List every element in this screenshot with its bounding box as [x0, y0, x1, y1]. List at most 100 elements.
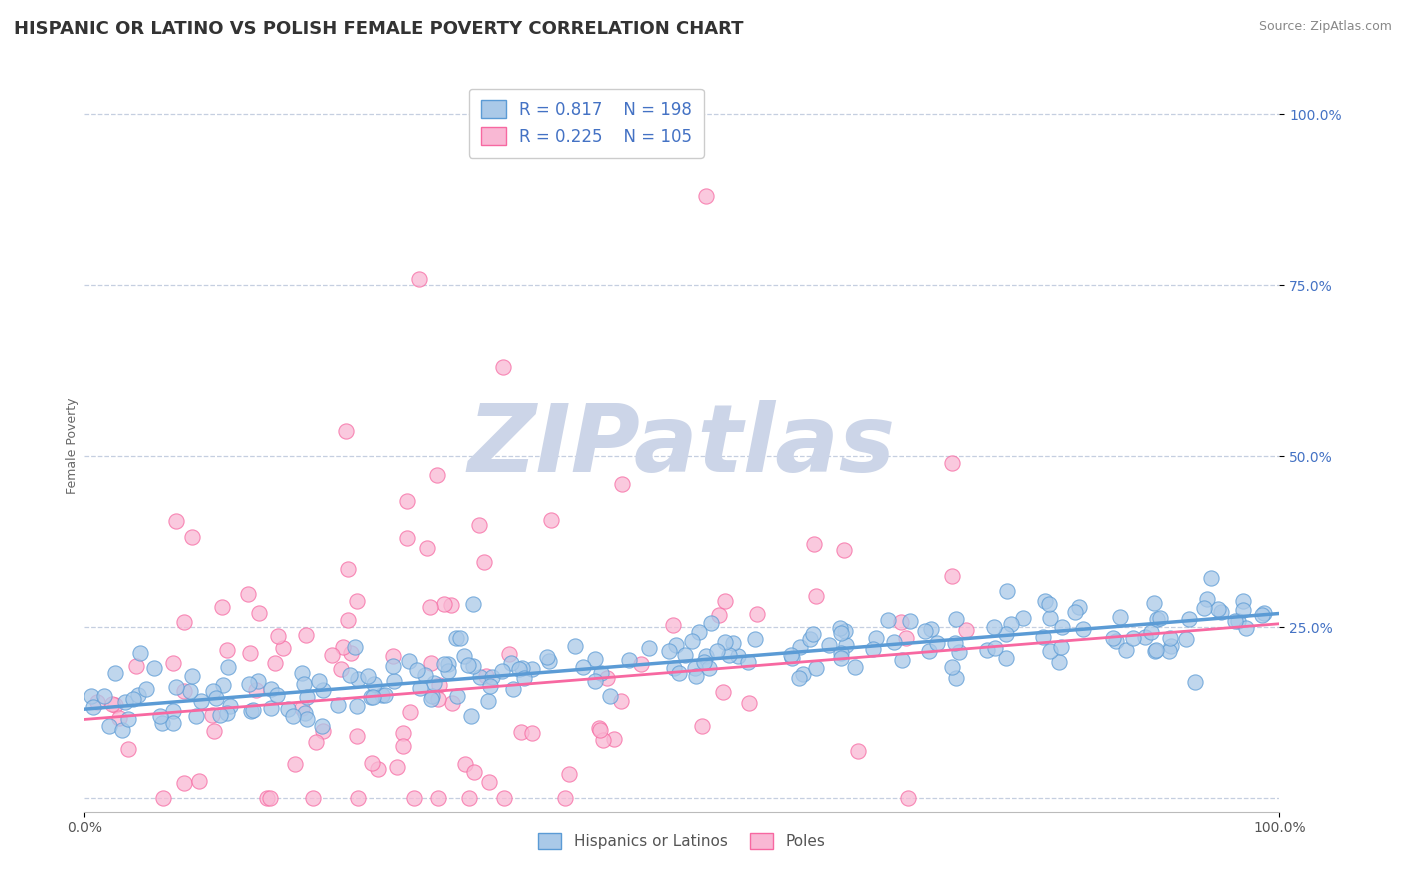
Point: [1157, 644, 1180, 658]
Point: [1232, 594, 1254, 608]
Point: [162, 715, 184, 730]
Point: [1102, 632, 1125, 646]
Point: [346, 594, 368, 608]
Point: [217, 660, 239, 674]
Point: [779, 648, 801, 662]
Point: [437, 657, 460, 672]
Point: [1039, 644, 1062, 658]
Point: [554, 791, 576, 805]
Point: [619, 653, 641, 667]
Point: [311, 719, 333, 733]
Point: [454, 757, 477, 772]
Point: [245, 682, 267, 697]
Point: [335, 425, 357, 439]
Point: [830, 651, 852, 665]
Point: [202, 684, 225, 698]
Point: [995, 584, 1018, 599]
Point: [321, 648, 343, 663]
Point: [478, 774, 501, 789]
Point: [700, 615, 723, 630]
Point: [1234, 621, 1257, 635]
Point: [374, 688, 396, 702]
Point: [918, 643, 941, 657]
Point: [834, 542, 856, 557]
Point: [1209, 605, 1232, 619]
Point: [737, 655, 759, 669]
Point: [782, 650, 804, 665]
Point: [381, 658, 404, 673]
Point: [508, 662, 530, 676]
Point: [1000, 617, 1022, 632]
Point: [787, 671, 810, 685]
Point: [1122, 631, 1144, 645]
Point: [208, 708, 231, 723]
Point: [271, 640, 294, 655]
Point: [799, 632, 821, 646]
Point: [491, 665, 513, 679]
Point: [281, 708, 304, 723]
Point: [361, 756, 384, 771]
Point: [294, 706, 316, 721]
Point: [211, 678, 233, 692]
Point: [326, 698, 349, 712]
Point: [297, 712, 319, 726]
Point: [247, 607, 270, 621]
Point: [1032, 630, 1054, 644]
Point: [302, 791, 325, 805]
Point: [219, 699, 242, 714]
Point: [150, 716, 173, 731]
Point: [396, 493, 419, 508]
Point: [995, 627, 1018, 641]
Point: [1149, 611, 1171, 625]
Point: [406, 664, 429, 678]
Point: [392, 739, 415, 754]
Point: [941, 660, 963, 674]
Point: [602, 732, 624, 747]
Point: [242, 704, 264, 718]
Point: [162, 704, 184, 718]
Point: [897, 791, 920, 805]
Point: [385, 760, 408, 774]
Point: [834, 624, 856, 638]
Point: [717, 648, 740, 662]
Point: [862, 641, 884, 656]
Point: [540, 513, 562, 527]
Point: [828, 621, 851, 635]
Point: [463, 597, 485, 611]
Point: [211, 600, 233, 615]
Point: [1105, 633, 1128, 648]
Point: [692, 718, 714, 732]
Point: [363, 677, 385, 691]
Point: [1033, 594, 1056, 608]
Point: [468, 670, 491, 684]
Point: [477, 693, 499, 707]
Point: [173, 776, 195, 790]
Point: [1133, 630, 1156, 644]
Point: [536, 650, 558, 665]
Point: [266, 688, 288, 702]
Point: [803, 537, 825, 551]
Point: [744, 632, 766, 646]
Point: [190, 694, 212, 708]
Point: [592, 732, 614, 747]
Point: [637, 640, 659, 655]
Point: [152, 791, 174, 805]
Point: [925, 636, 948, 650]
Point: [818, 639, 841, 653]
Point: [427, 678, 450, 692]
Point: [1208, 602, 1230, 616]
Point: [583, 652, 606, 666]
Point: [215, 643, 238, 657]
Point: [1184, 675, 1206, 690]
Point: [1223, 614, 1246, 628]
Point: [1192, 600, 1215, 615]
Point: [114, 695, 136, 709]
Point: [457, 791, 479, 805]
Point: [804, 590, 827, 604]
Point: [572, 660, 595, 674]
Point: [256, 791, 278, 805]
Point: [360, 690, 382, 704]
Point: [416, 541, 439, 555]
Point: [408, 271, 430, 285]
Point: [295, 628, 318, 642]
